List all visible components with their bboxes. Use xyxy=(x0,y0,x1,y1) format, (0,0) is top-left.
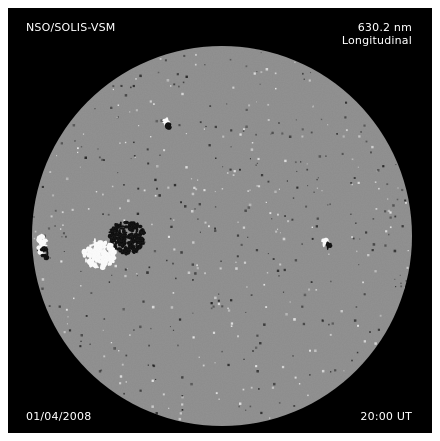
instrument-label: NSO/SOLIS-VSM xyxy=(26,21,116,34)
magnetogram-panel: NSO/SOLIS-VSM 630.2 nm Longitudinal 01/0… xyxy=(8,8,432,433)
solar-disk-magnetogram xyxy=(32,46,412,426)
observation-date: 01/04/2008 xyxy=(26,410,92,423)
measurement-mode-label: Longitudinal xyxy=(341,34,412,47)
disk-texture xyxy=(32,46,412,426)
observation-time: 20:00 UT xyxy=(360,410,412,423)
wavelength-label: 630.2 nm xyxy=(357,21,412,34)
